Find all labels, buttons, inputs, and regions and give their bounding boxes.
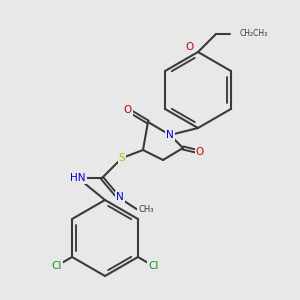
Text: O: O	[186, 42, 194, 52]
Text: N: N	[116, 192, 124, 202]
Text: Cl: Cl	[148, 261, 159, 271]
Text: CH₃: CH₃	[138, 206, 154, 214]
Text: CH₂CH₃: CH₂CH₃	[240, 29, 268, 38]
Text: HN: HN	[70, 173, 86, 183]
Text: O: O	[196, 147, 204, 157]
Text: Cl: Cl	[51, 261, 62, 271]
Text: N: N	[166, 130, 174, 140]
Text: O: O	[124, 105, 132, 115]
Text: S: S	[119, 153, 125, 163]
